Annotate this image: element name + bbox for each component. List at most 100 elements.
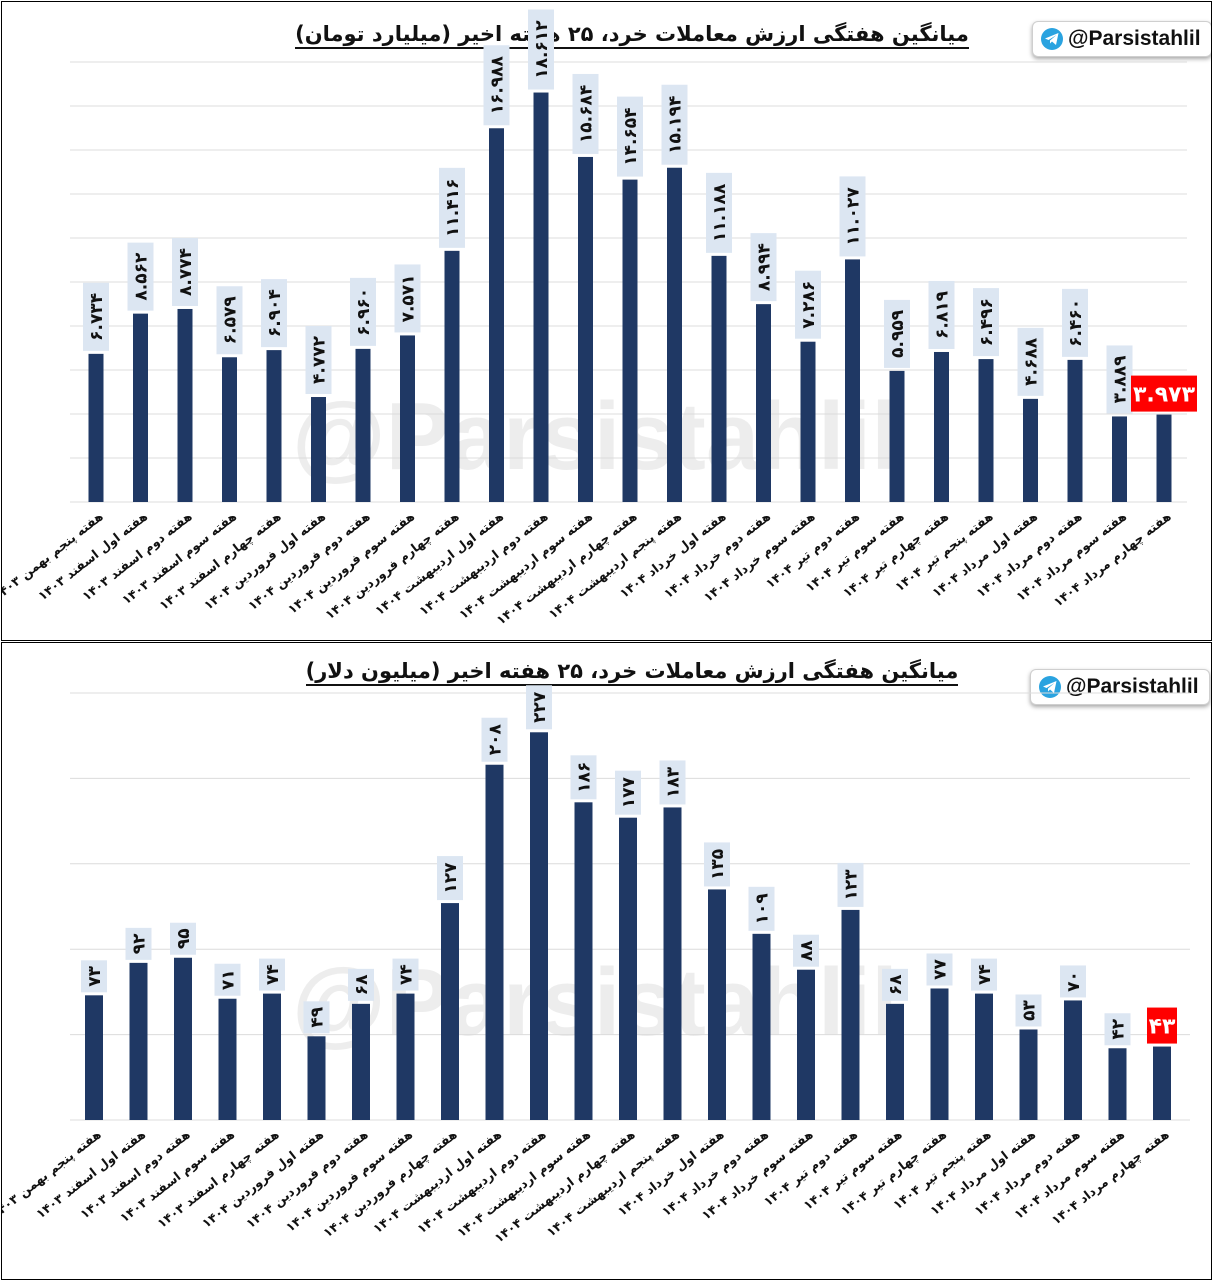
- bar: [533, 92, 549, 502]
- data-label-text: ۲۲۷: [530, 691, 550, 723]
- data-label: ۳.۸۸۹: [1106, 345, 1133, 414]
- data-label-bg: [394, 264, 421, 333]
- data-label: ۶.۹۰۴: [261, 279, 287, 348]
- data-label-bg: [570, 755, 597, 800]
- data-label: ۶.۹۶۰: [350, 277, 376, 346]
- data-label-text: ۴۲: [1109, 1018, 1129, 1039]
- data-label-bg: [795, 270, 821, 339]
- data-label-bg: [615, 770, 641, 815]
- data-label-text: ۶۸: [886, 974, 906, 995]
- data-label-bg: [392, 958, 419, 991]
- data-label: ۵.۹۵۹: [884, 299, 910, 368]
- data-label-bg: [81, 960, 107, 993]
- data-label: ۱۲۷: [437, 856, 463, 901]
- data-label: ۱۵.۱۹۴: [661, 84, 688, 165]
- data-label-text: ۱۸۳: [664, 766, 684, 798]
- bar: [400, 335, 415, 502]
- data-label: ۱۱.۱۸۸: [706, 172, 732, 253]
- data-label-text: ۱۰۹: [753, 893, 773, 925]
- data-label-bg: [1131, 375, 1197, 412]
- data-label-bg: [750, 233, 777, 302]
- data-label-text: ۶۸: [352, 974, 372, 995]
- channel-handle: @Parsistahlil: [1068, 27, 1201, 50]
- data-label-bg: [704, 842, 730, 887]
- data-label: ۱۲۳: [837, 862, 864, 907]
- data-label-text: ۱۸۶: [575, 762, 595, 793]
- channel-handle: @Parsistahlil: [1066, 675, 1199, 698]
- data-label-text: ۶.۸۱۹: [933, 290, 953, 339]
- data-label-bg: [1062, 288, 1088, 357]
- data-label: ۴.۷۷۲: [305, 326, 332, 395]
- data-label: ۷۳: [81, 960, 107, 993]
- data-label-bg: [83, 282, 109, 351]
- data-label: ۲۲۷: [526, 685, 552, 730]
- chart-panel-toman: @Parsistahlil میانگین هفتگی ارزش معاملات…: [1, 1, 1212, 641]
- bar: [978, 359, 994, 502]
- data-label-text: ۶.۹۶۰: [354, 288, 374, 336]
- bar: [934, 351, 949, 502]
- data-label-text: ۶.۴۹۶: [977, 298, 997, 346]
- bar: [797, 969, 815, 1120]
- data-label-text: ۹۲: [130, 933, 150, 954]
- data-label-bg: [439, 167, 465, 248]
- data-label-bg: [172, 237, 198, 306]
- data-label: ۷۷: [926, 953, 953, 986]
- bar: [177, 308, 193, 502]
- bar: [174, 957, 192, 1120]
- data-label-bg: [216, 286, 243, 355]
- data-label-bg: [748, 886, 775, 931]
- data-label-text: ۴.۷۷۲: [310, 335, 330, 384]
- bar: [266, 350, 282, 502]
- bar: [1064, 1000, 1082, 1120]
- data-label-text: ۳.۹۷۳: [1133, 383, 1196, 408]
- data-label: ۸.۷۷۴: [172, 237, 198, 306]
- data-label: ۸.۹۹۴: [750, 233, 777, 302]
- bar: [622, 179, 638, 502]
- data-label: ۱۱.۴۱۶: [439, 167, 465, 248]
- data-label-text: ۸.۹۹۴: [755, 243, 775, 291]
- bar: [800, 341, 816, 502]
- data-label-bg: [526, 685, 552, 730]
- data-label: ۶.۴۶۰: [1062, 288, 1088, 357]
- data-label-bg: [170, 922, 196, 955]
- channel-badge[interactable]: @Parsistahlil: [1032, 21, 1211, 57]
- channel-badge[interactable]: @Parsistahlil: [1030, 669, 1210, 705]
- data-label-bg: [1147, 1007, 1177, 1044]
- data-label-bg: [839, 176, 866, 257]
- data-label-bg: [884, 299, 910, 368]
- data-label-bg: [1106, 345, 1133, 414]
- data-label-bg: [528, 9, 554, 90]
- bar: [930, 988, 949, 1120]
- data-label: ۱۸۳: [659, 760, 686, 805]
- bar: [1156, 414, 1172, 502]
- data-label-text: ۱۱.۰۲۷: [844, 187, 864, 246]
- data-label-text: ۴۹: [308, 1006, 328, 1027]
- bar: [841, 909, 860, 1120]
- bar: [129, 962, 148, 1120]
- bar: [574, 802, 593, 1120]
- bar: [307, 1036, 326, 1120]
- data-label-text: ۶.۹۰۴: [265, 289, 285, 337]
- data-label-bg: [481, 717, 508, 762]
- data-label: ۱۸۶: [570, 755, 597, 800]
- bar: [444, 250, 460, 502]
- data-label-text: ۷.۵۷۱: [399, 274, 419, 322]
- data-label-bg: [882, 968, 908, 1001]
- bar: [619, 817, 637, 1120]
- data-label-text: ۹۵: [174, 928, 194, 949]
- data-label-text: ۵۳: [1020, 999, 1040, 1020]
- bar: [663, 807, 682, 1120]
- data-label-bg: [661, 84, 688, 165]
- data-label: ۸۸: [793, 934, 819, 967]
- bar: [530, 732, 548, 1120]
- data-label-text: ۷۴: [263, 964, 283, 985]
- data-label-bg: [928, 280, 955, 349]
- data-label-bg: [617, 96, 643, 177]
- data-label-text: ۱۳۵: [708, 849, 728, 880]
- bar: [845, 259, 860, 502]
- data-label: ۶۸: [882, 968, 908, 1001]
- bar: [311, 397, 326, 502]
- bar: [1112, 416, 1127, 502]
- data-label: ۶.۴۹۶: [973, 288, 999, 357]
